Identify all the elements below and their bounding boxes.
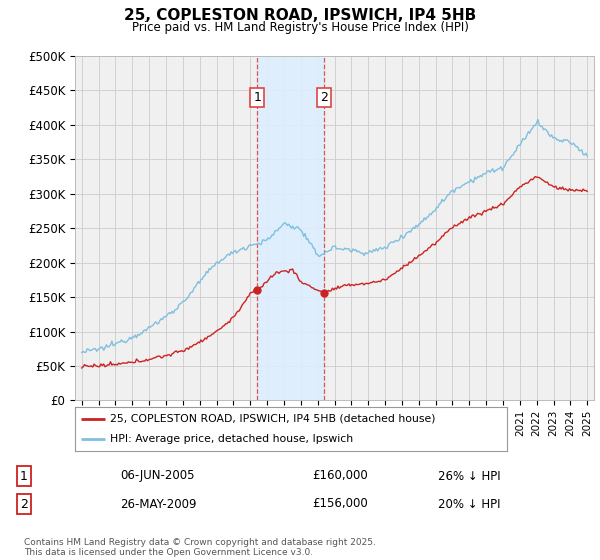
Text: 1: 1 [20, 469, 28, 483]
Text: Contains HM Land Registry data © Crown copyright and database right 2025.
This d: Contains HM Land Registry data © Crown c… [24, 538, 376, 557]
Text: £156,000: £156,000 [312, 497, 368, 511]
Text: 20% ↓ HPI: 20% ↓ HPI [438, 497, 500, 511]
Text: Price paid vs. HM Land Registry's House Price Index (HPI): Price paid vs. HM Land Registry's House … [131, 21, 469, 34]
Text: 26-MAY-2009: 26-MAY-2009 [120, 497, 197, 511]
Text: HPI: Average price, detached house, Ipswich: HPI: Average price, detached house, Ipsw… [110, 434, 353, 444]
Text: 1: 1 [253, 91, 261, 104]
Bar [257, 56, 324, 400]
Text: 2: 2 [320, 91, 328, 104]
Text: £160,000: £160,000 [312, 469, 368, 483]
Text: 2: 2 [20, 497, 28, 511]
Text: 26% ↓ HPI: 26% ↓ HPI [438, 469, 500, 483]
Text: 06-JUN-2005: 06-JUN-2005 [120, 469, 194, 483]
Text: 25, COPLESTON ROAD, IPSWICH, IP4 5HB (detached house): 25, COPLESTON ROAD, IPSWICH, IP4 5HB (de… [110, 414, 435, 424]
Text: 25, COPLESTON ROAD, IPSWICH, IP4 5HB: 25, COPLESTON ROAD, IPSWICH, IP4 5HB [124, 8, 476, 24]
